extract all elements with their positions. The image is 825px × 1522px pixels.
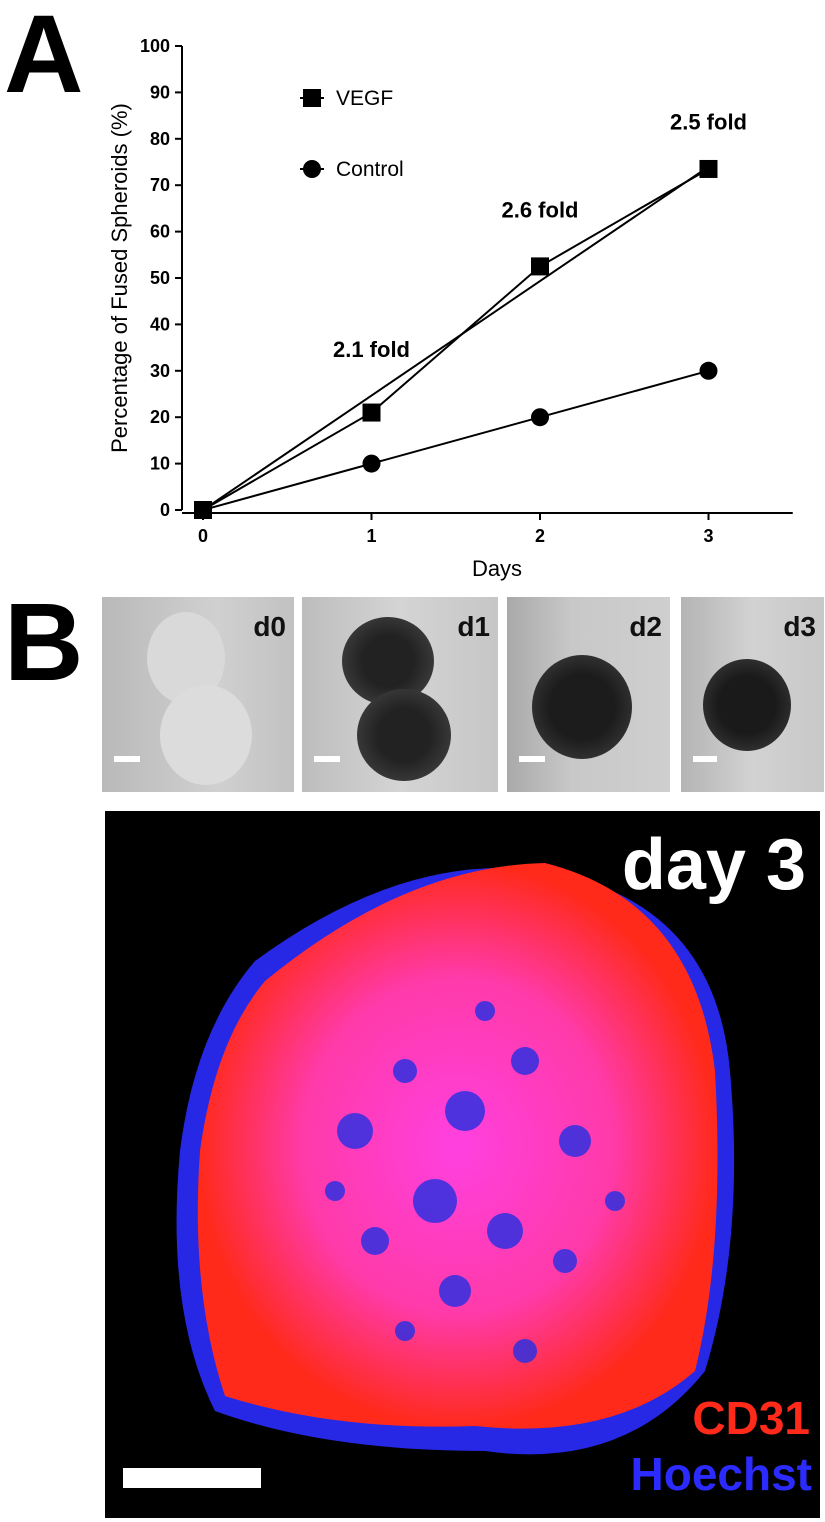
point-control: [531, 408, 549, 427]
spheroid: [703, 659, 791, 751]
micrograph-d3: d3: [681, 597, 824, 792]
hoechst-channel-label: Hoechst: [630, 1448, 812, 1500]
confocal-title: day 3: [621, 825, 806, 905]
micrograph-d1: d1: [302, 597, 498, 792]
nuclei-speckles: [325, 1001, 625, 1363]
spheroid-fluorescence: [176, 863, 735, 1455]
y-axis-title: Percentage of Fused Spheroids (%): [107, 103, 132, 453]
legend: VEGF Control: [300, 87, 404, 181]
y-tick-label: 100: [140, 36, 170, 56]
spheroid-bottom: [357, 689, 451, 781]
scale-bar: [519, 756, 545, 762]
annotation-group: 2.1 fold 2.6 fold 2.5 fold: [333, 110, 747, 362]
y-tick-label: 50: [150, 268, 170, 288]
y-tick-label: 20: [150, 407, 170, 427]
cd31-mass: [197, 863, 718, 1429]
micrograph-label: d2: [629, 611, 662, 642]
legend-label-vegf: VEGF: [336, 87, 393, 110]
point-vegf: [531, 257, 549, 276]
point-control: [699, 361, 718, 380]
panel-label-a: A: [4, 0, 84, 116]
x-tick-label: 2: [535, 526, 545, 546]
series-group: [194, 159, 718, 519]
fold-annotation: 2.5 fold: [670, 110, 747, 135]
legend-marker-vegf: [303, 89, 321, 107]
fold-annotation: 2.1 fold: [333, 337, 410, 362]
x-tick-label: 0: [198, 526, 208, 546]
cd31-channel-label: CD31: [692, 1392, 810, 1444]
series-line-vegf: [202, 168, 710, 511]
point-vegf: [699, 159, 718, 178]
micrograph-label: d1: [457, 611, 490, 642]
scale-bar: [693, 756, 717, 762]
micrograph-d2: d2: [507, 597, 670, 792]
legend-marker-control: [303, 160, 321, 178]
y-tick-label: 10: [150, 454, 170, 474]
x-axis-title: Days: [472, 556, 522, 581]
y-tick-label: 30: [150, 361, 170, 381]
micrograph-label: d0: [253, 611, 286, 642]
spheroid: [532, 655, 632, 759]
series-line-control: [202, 369, 709, 511]
point-control: [362, 454, 381, 473]
fused-spheroids-line-chart: 0 10 20 30 40 50 60 70 80 90 100 0 1 2 3 Days Percentage…: [107, 36, 793, 581]
fold-annotation: 2.6 fold: [501, 198, 578, 223]
panel-label-b: B: [4, 581, 84, 704]
micrograph-label: d3: [783, 611, 816, 642]
spheroid-bottom: [160, 685, 252, 785]
scale-bar: [314, 756, 340, 762]
point-control: [194, 501, 212, 519]
micrograph-d0: d0: [102, 597, 294, 792]
y-tick-label: 90: [150, 82, 170, 102]
x-tick-label: 1: [366, 526, 376, 546]
scale-bar: [123, 1468, 261, 1488]
x-tick-label: 3: [703, 526, 713, 546]
y-tick-label: 40: [150, 314, 170, 334]
y-tick-label: 0: [160, 500, 170, 520]
scale-bar: [114, 756, 140, 762]
y-tick-label: 80: [150, 129, 170, 149]
y-tick-label: 60: [150, 222, 170, 242]
chart-axes: 0 10 20 30 40 50 60 70 80 90 100 0 1 2 3 Days Percentage…: [107, 36, 793, 581]
legend-label-control: Control: [336, 158, 404, 181]
confocal-image: day 3 CD31 Hoechst: [105, 811, 820, 1518]
y-tick-label: 70: [150, 175, 170, 195]
point-vegf: [362, 403, 381, 422]
